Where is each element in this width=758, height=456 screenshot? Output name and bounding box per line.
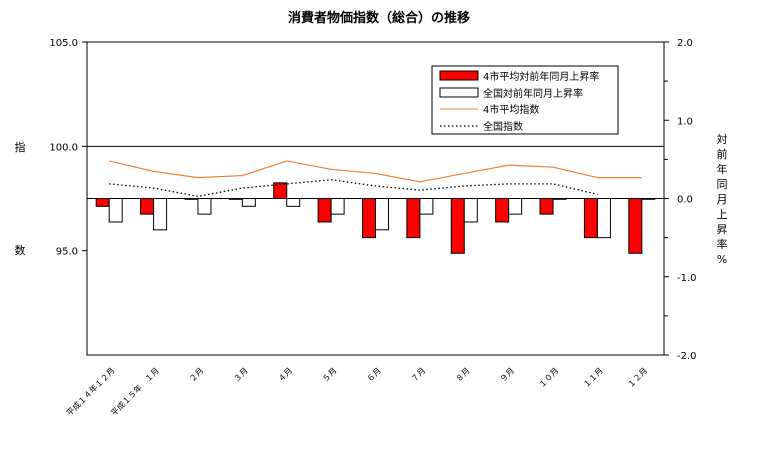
category-label-10: １０月 <box>537 366 560 389</box>
category-label-6: ６月 <box>365 366 383 384</box>
bar-national-rate-0 <box>108 198 123 223</box>
right-axis-title-char-7: 率 <box>717 237 728 251</box>
bar-city-rate-10 <box>539 198 554 215</box>
category-label-4: ４月 <box>276 366 294 384</box>
bar-national-rate-3 <box>241 198 256 207</box>
bar-national-rate-6 <box>375 198 389 231</box>
bar-city-rate-7 <box>406 198 421 239</box>
category-label-9: ９月 <box>498 366 516 384</box>
bar-city-rate-0 <box>95 198 110 207</box>
right-axis-title-char-5: 上 <box>717 208 728 221</box>
legend-swatch-national-rate <box>439 87 479 98</box>
category-label-2: ２月 <box>188 366 206 384</box>
legend: 4市平均対前年同月上昇率 全国対前年同月上昇率 4市平均指数 全国指数 <box>431 65 619 135</box>
bar-national-rate-7 <box>419 198 434 215</box>
bar-national-rate-1 <box>153 198 168 231</box>
category-label-3: ３月 <box>232 366 250 384</box>
bar-series-layer <box>87 182 664 254</box>
bar-national-rate-8 <box>463 198 478 223</box>
right-axis-title-char-3: 同 <box>717 178 728 191</box>
bar-city-rate-1 <box>140 198 155 215</box>
bar-city-rate-9 <box>495 198 510 223</box>
bar-city-rate-12 <box>628 198 643 254</box>
category-label-1: 平成１５年 １月 <box>109 365 161 417</box>
category-label-12: １２月 <box>626 366 649 389</box>
right-tick-label-4: -2.0 <box>677 351 697 362</box>
right-tick-label-2: 0.0 <box>677 195 693 206</box>
left-axis-title-char-0: 指 <box>15 140 26 154</box>
line-series-layer <box>109 160 642 198</box>
bar-city-rate-8 <box>450 198 465 254</box>
line-city-index <box>109 160 642 183</box>
bar-city-rate-6 <box>362 198 376 239</box>
left-tick-label-0: 105.0 <box>49 38 78 49</box>
bar-national-rate-9 <box>508 198 523 215</box>
right-axis-title-char-4: 月 <box>717 193 728 206</box>
right-axis-title-char-2: 年 <box>717 162 728 176</box>
category-label-11: １１月 <box>582 366 605 389</box>
category-label-0: 平成１４年１２月 <box>64 365 116 417</box>
category-label-7: ７月 <box>410 366 428 384</box>
left-axis-title-char-1: 数 <box>15 244 26 257</box>
bar-national-rate-4 <box>286 198 301 207</box>
right-tick-label-1: 1.0 <box>677 116 693 127</box>
right-axis-title-char-8: % <box>717 253 727 266</box>
legend-swatch-city-rate <box>439 70 479 81</box>
right-tick-label-3: -1.0 <box>677 273 697 284</box>
bar-national-rate-5 <box>330 198 345 215</box>
chart-title: 消費者物価指数（総合）の推移 <box>288 10 470 26</box>
left-tick-label-2: 95.0 <box>56 247 78 258</box>
bar-national-rate-11 <box>596 198 611 239</box>
bar-national-rate-2 <box>197 198 212 215</box>
legend-label-city-index: 4市平均指数 <box>483 103 539 116</box>
right-tick-label-0: 2.0 <box>677 38 693 49</box>
category-label-5: ５月 <box>321 366 339 384</box>
right-axis-title-char-1: 前 <box>717 147 728 161</box>
legend-label-national-index: 全国指数 <box>483 120 523 133</box>
right-axis-title-char-0: 対 <box>717 132 728 146</box>
left-tick-label-1: 100.0 <box>49 142 78 153</box>
bar-city-rate-5 <box>317 198 332 223</box>
category-label-8: ８月 <box>454 366 472 384</box>
legend-label-national-rate: 全国対前年同月上昇率 <box>483 87 583 100</box>
legend-label-city-rate: 4市平均対前年同月上昇率 <box>483 70 599 83</box>
right-axis-title-char-6: 昇 <box>717 223 728 236</box>
bar-city-rate-11 <box>583 198 598 239</box>
